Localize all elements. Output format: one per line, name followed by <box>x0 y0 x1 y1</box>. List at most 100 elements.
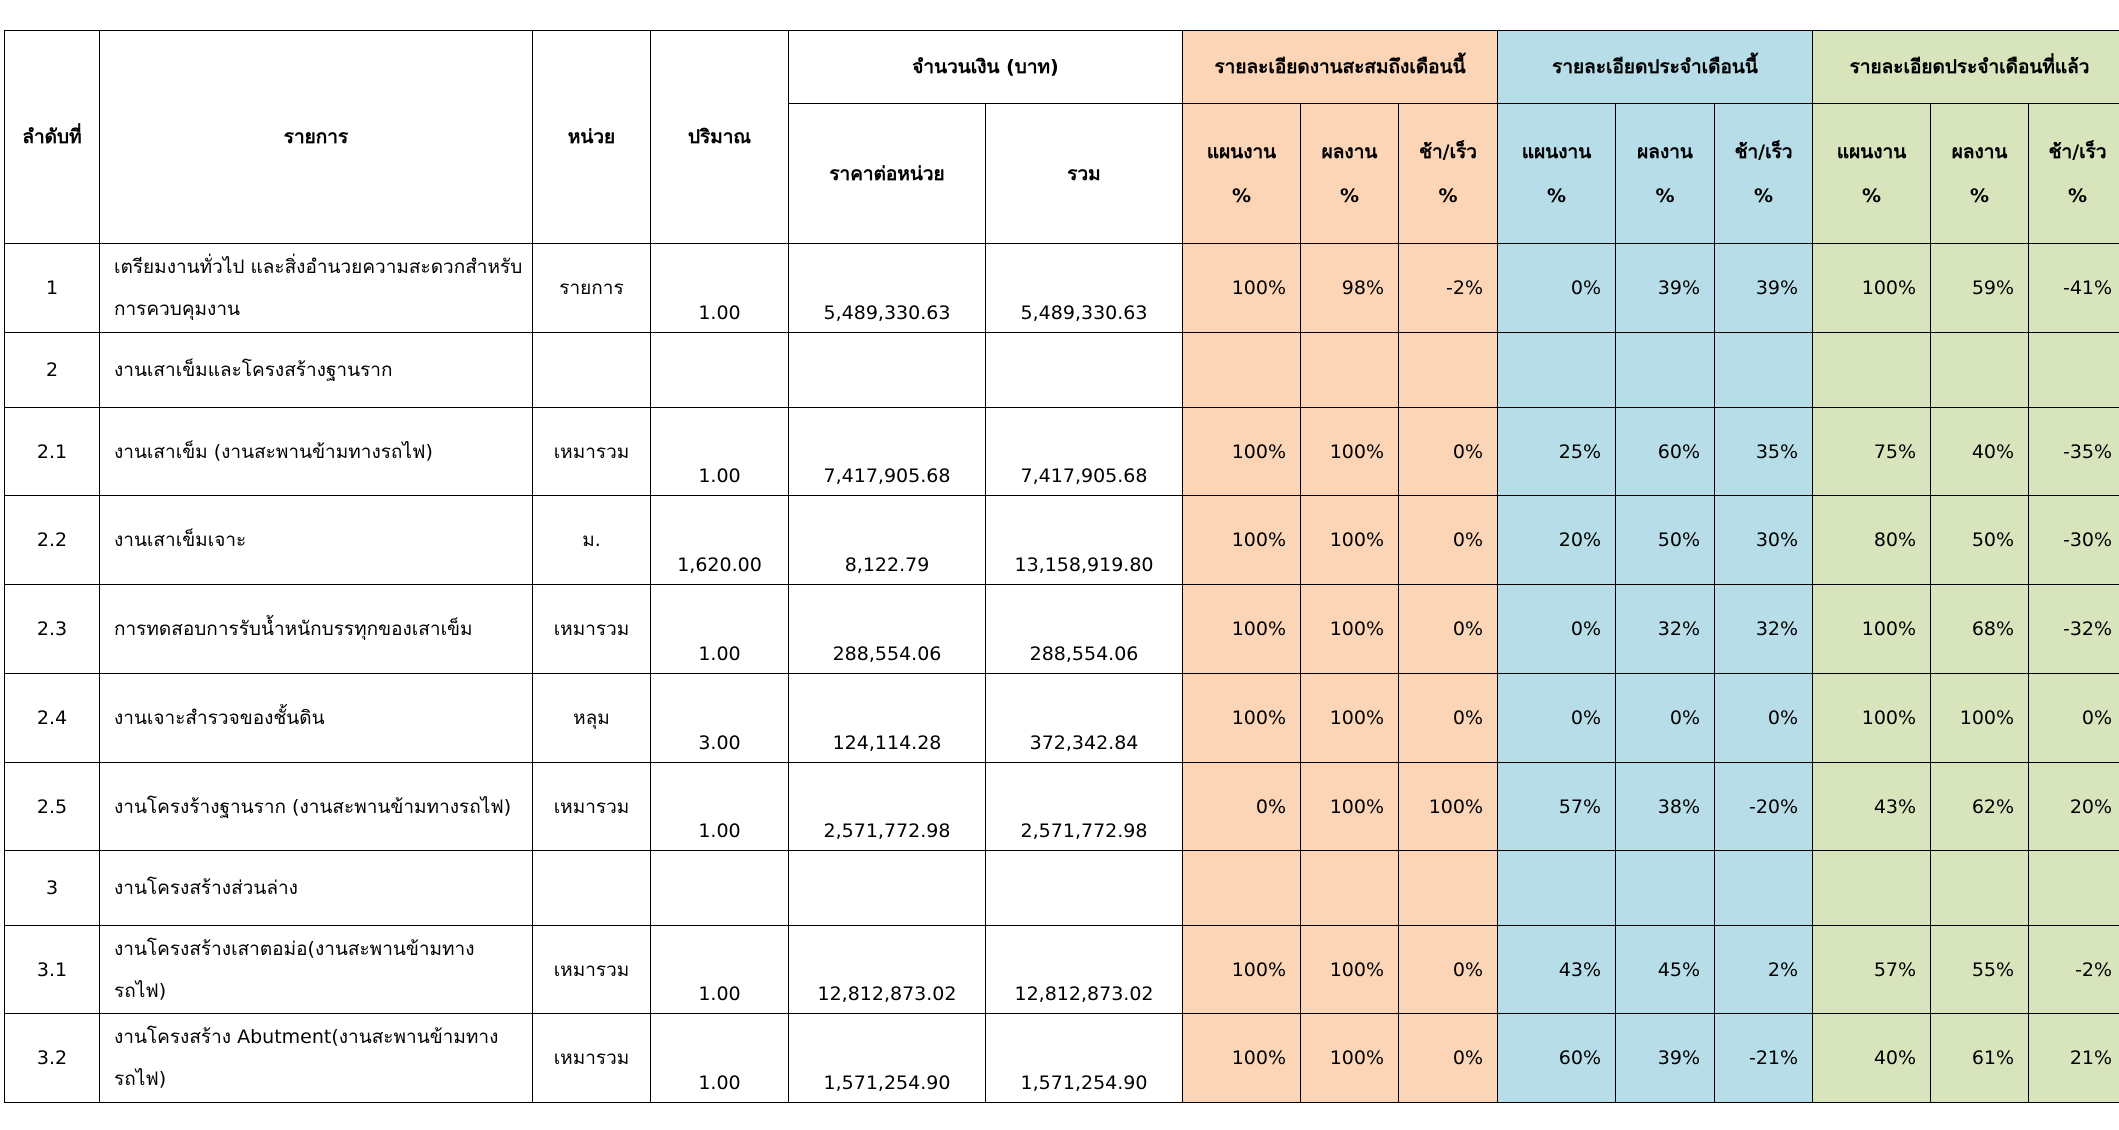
row-last-month-variance: -30% <box>2028 495 2119 585</box>
row-last-month-result: 61% <box>1930 1013 2030 1103</box>
row-cumulative-plan: 100% <box>1182 243 1302 333</box>
row-total: 372,342.84 <box>984 673 1184 763</box>
row-item: งานโครงร้างฐานราก (งานสะพานข้ามทางรถไฟ) <box>99 762 533 851</box>
row-total: 13,158,919.80 <box>984 495 1184 585</box>
row-unit-price: 1,571,254.90 <box>788 1013 986 1103</box>
header-this-month-plan: แผนงาน% <box>1497 103 1617 244</box>
row-total: 1,571,254.90 <box>984 1013 1184 1103</box>
row-quantity <box>650 850 789 926</box>
row-unit: เหมารวม <box>532 762 651 851</box>
row-unit: รายการ <box>532 243 651 333</box>
header-cumulative-result: ผลงาน% <box>1300 103 1400 244</box>
row-last-month-plan: 40% <box>1812 1013 1932 1103</box>
row-cumulative-result: 100% <box>1300 584 1400 674</box>
row-this-month-plan: 20% <box>1497 495 1617 585</box>
row-number: 1 <box>4 243 100 333</box>
row-this-month-result: 39% <box>1615 243 1716 333</box>
row-this-month-plan: 0% <box>1497 673 1617 763</box>
row-last-month-plan: 43% <box>1812 762 1932 851</box>
row-this-month-variance: -20% <box>1714 762 1814 851</box>
row-number: 2.1 <box>4 407 100 496</box>
row-cumulative-plan <box>1182 850 1302 926</box>
header-cumulative: รายละเอียดงานสะสมถึงเดือนนี้ <box>1182 30 1499 104</box>
header-amount: จำนวนเงิน (บาท) <box>787 30 1184 104</box>
row-unit: หลุม <box>532 673 651 763</box>
row-cumulative-result: 100% <box>1300 925 1400 1014</box>
row-this-month-result: 38% <box>1615 762 1716 851</box>
row-last-month-result: 50% <box>1930 495 2030 585</box>
row-last-month-variance: 20% <box>2028 762 2119 851</box>
row-this-month-variance: 30% <box>1714 495 1814 585</box>
header-last-month-variance: ช้า/เร็ว% <box>2028 103 2119 244</box>
row-this-month-plan: 60% <box>1497 1013 1617 1103</box>
row-last-month-result: 68% <box>1930 584 2030 674</box>
row-this-month-result: 0% <box>1615 673 1716 763</box>
row-item: งานโครงสร้างส่วนล่าง <box>99 850 533 926</box>
header-this-month-result: ผลงาน% <box>1615 103 1716 244</box>
row-unit-price: 124,114.28 <box>788 673 986 763</box>
header-percent-label: % <box>1339 184 1360 207</box>
row-this-month-variance <box>1714 850 1814 926</box>
row-number: 3.1 <box>4 925 100 1014</box>
row-this-month-plan: 25% <box>1497 407 1617 496</box>
header-percent-label: % <box>1547 184 1567 207</box>
row-quantity: 1,620.00 <box>650 495 789 585</box>
row-quantity <box>650 332 789 408</box>
row-total: 12,812,873.02 <box>984 925 1184 1014</box>
header-sub-label: ผลงาน <box>1321 140 1378 163</box>
row-last-month-variance: 21% <box>2028 1013 2119 1103</box>
row-last-month-plan <box>1812 850 1932 926</box>
row-total <box>984 850 1184 926</box>
row-cumulative-result: 100% <box>1300 495 1400 585</box>
row-cumulative-plan: 100% <box>1182 1013 1302 1103</box>
row-item: งานโครงสร้าง Abutment(งานสะพานข้ามทางรถไ… <box>99 1013 533 1103</box>
row-item: งานเสาเข็มเจาะ <box>99 495 533 585</box>
row-last-month-plan: 75% <box>1812 407 1932 496</box>
row-last-month-plan: 100% <box>1812 673 1932 763</box>
row-cumulative-result: 100% <box>1300 1013 1400 1103</box>
row-unit <box>532 332 651 408</box>
row-total: 7,417,905.68 <box>984 407 1184 496</box>
row-this-month-plan <box>1497 332 1617 408</box>
header-cumulative-variance: ช้า/เร็ว% <box>1398 103 1499 244</box>
row-this-month-result: 60% <box>1615 407 1716 496</box>
table-row: 2.4 งานเจาะสำรวจของชั้นดิน หลุม 3.00 124,114… <box>4 673 2119 763</box>
row-quantity: 1.00 <box>650 243 789 333</box>
row-item: งานโครงสร้างเสาตอม่อ(งานสะพานข้ามทางรถไฟ… <box>99 925 533 1014</box>
header-no: ลำดับที่ <box>4 30 100 244</box>
row-cumulative-result: 100% <box>1300 673 1400 763</box>
row-cumulative-plan <box>1182 332 1302 408</box>
header-item: รายการ <box>99 30 533 244</box>
header-sub-label: แผนงาน <box>1521 140 1592 163</box>
header-percent-label: % <box>1970 184 1990 207</box>
row-unit: เหมารวม <box>532 925 651 1014</box>
header-percent-label: % <box>2068 184 2088 207</box>
row-this-month-variance: 39% <box>1714 243 1814 333</box>
row-last-month-variance <box>2028 332 2119 408</box>
row-number: 3.2 <box>4 1013 100 1103</box>
row-cumulative-plan: 100% <box>1182 495 1302 585</box>
row-cumulative-variance <box>1398 850 1499 926</box>
header-sub-label: ช้า/เร็ว <box>2048 140 2107 163</box>
row-unit-price: 7,417,905.68 <box>788 407 986 496</box>
row-unit-price: 288,554.06 <box>788 584 986 674</box>
row-this-month-result: 50% <box>1615 495 1716 585</box>
header-last-month-result: ผลงาน% <box>1930 103 2030 244</box>
row-this-month-plan: 0% <box>1497 243 1617 333</box>
row-cumulative-variance: 0% <box>1398 407 1499 496</box>
header-percent-label: % <box>1862 184 1882 207</box>
row-this-month-result: 32% <box>1615 584 1716 674</box>
row-quantity: 3.00 <box>650 673 789 763</box>
header-unit: หน่วย <box>532 30 651 244</box>
header-unit-price: ราคาต่อหน่วย <box>788 103 986 244</box>
header-this-month: รายละเอียดประจำเดือนนี้ <box>1497 30 1814 104</box>
row-unit-price: 2,571,772.98 <box>788 762 986 851</box>
table-row: 3.2 งานโครงสร้าง Abutment(งานสะพานข้ามทาง… <box>4 1013 2119 1103</box>
row-cumulative-result <box>1300 332 1400 408</box>
row-cumulative-result: 100% <box>1300 762 1400 851</box>
header-sub-label: ผลงาน <box>1951 140 2008 163</box>
row-last-month-variance <box>2028 850 2119 926</box>
header-sub-label: แผนงาน <box>1206 140 1277 163</box>
header-this-month-variance: ช้า/เร็ว% <box>1714 103 1814 244</box>
row-this-month-plan <box>1497 850 1617 926</box>
